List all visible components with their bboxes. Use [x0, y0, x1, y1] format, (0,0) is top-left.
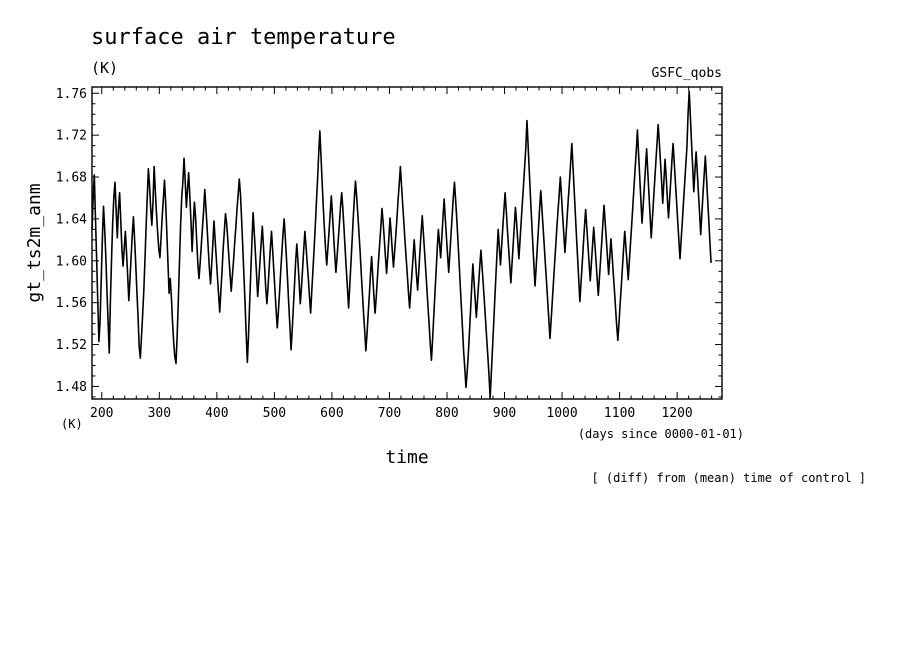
y-tick-label: 1.60 — [56, 254, 87, 269]
x-tick-label: 600 — [320, 406, 343, 421]
series-group — [91, 90, 712, 399]
x-tick-label: 1200 — [661, 406, 692, 421]
y-tick-label: 1.64 — [56, 212, 87, 227]
series-line-gt_ts2m_anm — [91, 90, 712, 399]
x-axis-label: time — [385, 447, 428, 468]
chart-units: (K) — [91, 59, 118, 77]
x-tick-label: 500 — [263, 406, 286, 421]
footnote: [ (diff) from (mean) time of control ] — [591, 471, 866, 485]
axis-ticks-group: 200 300 400 500 600 700 800 900 1000 1100 1200 1.48… — [56, 87, 722, 421]
x-tick-label: 400 — [205, 406, 228, 421]
x-tick-label: 700 — [378, 406, 401, 421]
y-axis-units: (K) — [61, 417, 83, 431]
x-tick-label: 900 — [493, 406, 516, 421]
x-tick-label: 300 — [148, 406, 171, 421]
x-tick-label: 1000 — [546, 406, 577, 421]
plot-frame — [91, 86, 723, 400]
y-tick-label: 1.72 — [56, 129, 87, 144]
x-tick-label: 1100 — [604, 406, 635, 421]
x-axis-units: (days since 0000-01-01) — [578, 427, 744, 441]
plot-frame-group — [91, 86, 723, 400]
y-tick-label: 1.52 — [56, 338, 87, 353]
x-tick-label: 800 — [435, 406, 458, 421]
y-tick-label: 1.48 — [56, 380, 87, 395]
run-label: GSFC_qobs — [652, 66, 722, 81]
y-tick-label: 1.56 — [56, 296, 87, 311]
y-tick-label: 1.68 — [56, 171, 87, 186]
y-tick-label: 1.76 — [56, 87, 87, 102]
x-tick-label: 200 — [90, 406, 113, 421]
y-axis-label: gt_ts2m_anm — [24, 183, 45, 302]
chart-title: surface air temperature — [91, 25, 396, 50]
